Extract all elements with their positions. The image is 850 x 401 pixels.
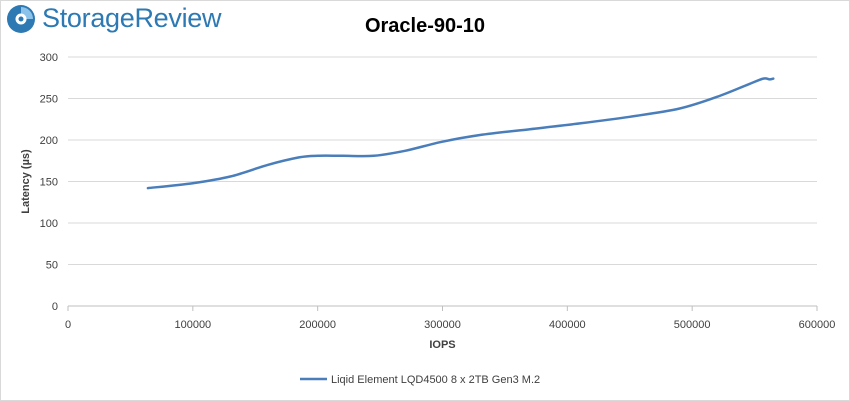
x-tick-label: 600000 (799, 319, 836, 331)
x-tick-label: 300000 (424, 319, 461, 331)
y-tick-label: 50 (46, 260, 58, 272)
x-tick-label: 0 (65, 319, 71, 331)
chart-title: Oracle-90-10 (365, 15, 485, 37)
y-tick-label: 250 (40, 94, 58, 106)
legend: Liqid Element LQD4500 8 x 2TB Gen3 M.2 (300, 374, 540, 386)
series-group (146, 77, 775, 190)
y-tick-label: 300 (40, 52, 58, 64)
storagereview-logo-icon (7, 4, 35, 33)
y-axis-title: Latency (µs) (20, 149, 32, 214)
logo-text: StorageReview (42, 3, 222, 33)
x-axis-ticks: 0 100000 200000 300000 400000 500000 600000 (65, 306, 835, 331)
y-tick-label: 200 (40, 135, 58, 147)
gridlines (68, 56, 817, 265)
x-tick-label: 400000 (549, 319, 586, 331)
y-axis-ticks: 0 50 100 150 200 250 300 (40, 52, 58, 313)
series-line (146, 77, 775, 190)
x-tick-label: 500000 (674, 319, 711, 331)
y-tick-label: 100 (40, 218, 58, 230)
storagereview-logo: StorageReview (6, 3, 222, 34)
y-tick-label: 150 (40, 177, 58, 189)
x-tick-label: 200000 (299, 319, 336, 331)
x-tick-label: 100000 (174, 319, 211, 331)
y-tick-label: 0 (52, 301, 58, 313)
legend-label: Liqid Element LQD4500 8 x 2TB Gen3 M.2 (331, 374, 540, 386)
x-axis-title: IOPS (429, 339, 455, 351)
